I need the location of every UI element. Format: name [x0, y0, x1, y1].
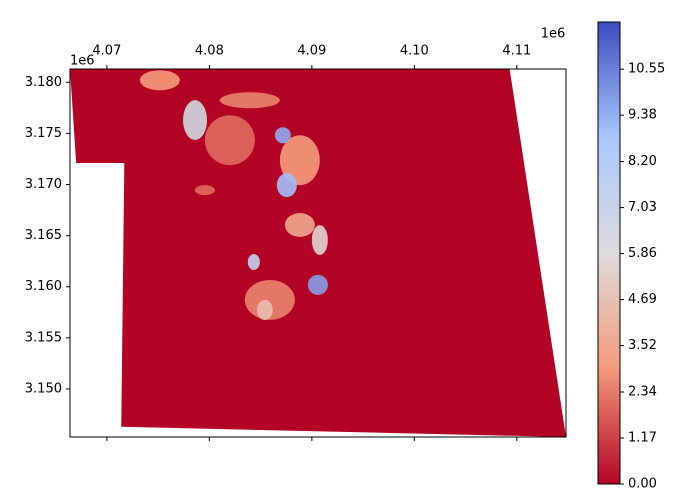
patch — [219, 92, 280, 109]
colorbar-tick-label: 7.03 — [628, 200, 657, 215]
colorbar-tick-label: 2.34 — [628, 384, 657, 399]
colorbar-tick-label: 3.52 — [628, 338, 657, 353]
colorbar-tick-label: 10.55 — [628, 62, 665, 77]
patch — [276, 173, 297, 198]
patch — [279, 135, 320, 186]
patch — [311, 225, 328, 255]
colorbar-tick-label: 0.00 — [628, 477, 657, 492]
x-tick-label: 4.11 — [502, 44, 531, 59]
colorbar — [597, 21, 621, 485]
y-tick-label: 3.175 — [25, 126, 62, 141]
patch — [194, 185, 215, 196]
colorbar-tick-label: 5.86 — [628, 246, 657, 261]
x-offset-label: 1e6 — [541, 27, 566, 42]
colorbar-tick-label: 9.38 — [628, 108, 657, 123]
x-tick-label: 4.07 — [92, 44, 121, 59]
patch — [284, 213, 315, 237]
patch — [183, 100, 208, 141]
x-tick-label: 4.10 — [400, 44, 429, 59]
colorbar-tick-label: 8.20 — [628, 154, 657, 169]
y-tick-label: 3.155 — [25, 330, 62, 345]
patch — [247, 254, 260, 270]
x-tick-label: 4.09 — [297, 44, 326, 59]
colorbar-tick-label: 1.17 — [628, 430, 657, 445]
patch — [274, 127, 291, 144]
y-tick-label: 3.160 — [25, 279, 62, 294]
patch — [204, 115, 255, 166]
patch — [307, 274, 328, 295]
colorbar-tick-label: 4.69 — [628, 292, 657, 307]
y-tick-label: 3.165 — [25, 228, 62, 243]
patch — [256, 299, 273, 320]
x-tick-label: 4.08 — [195, 44, 224, 59]
y-tick-label: 3.170 — [25, 177, 62, 192]
y-offset-label: 1e6 — [70, 54, 95, 69]
y-tick-label: 3.180 — [25, 75, 62, 90]
y-tick-label: 3.150 — [25, 381, 62, 396]
patch — [139, 70, 180, 91]
axes-frame — [69, 68, 567, 438]
